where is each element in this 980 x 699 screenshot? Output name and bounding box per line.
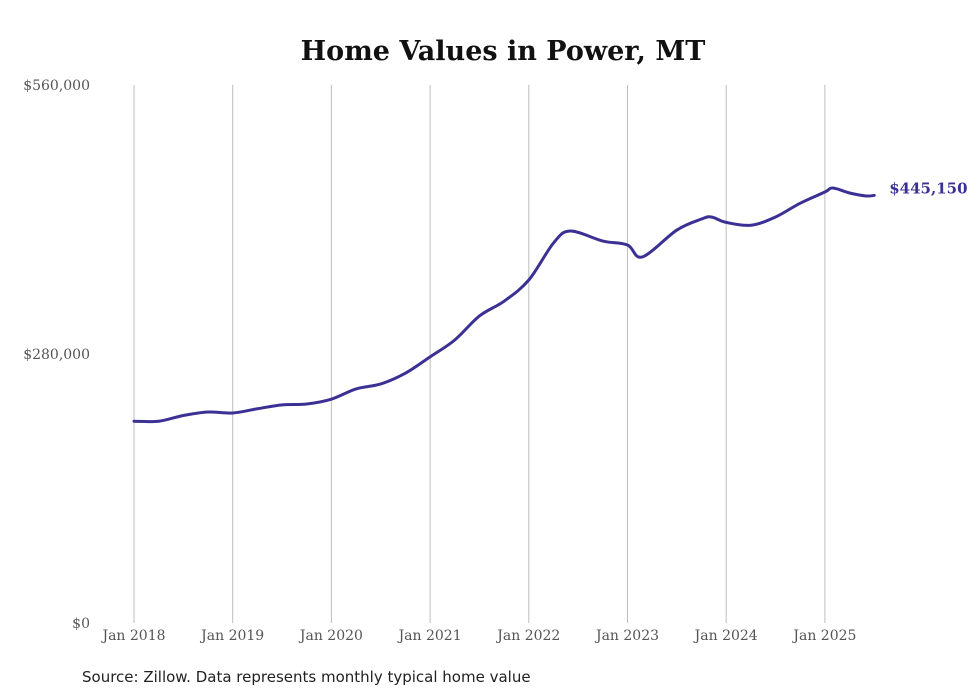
y-axis: $0 $280,000 $560,000 (23, 78, 90, 632)
x-tick-label: Jan 2021 (397, 628, 462, 644)
y-tick-label: $280,000 (23, 347, 90, 363)
x-axis: Jan 2018 Jan 2019 Jan 2020 Jan 2021 Jan 2022… (100, 628, 856, 644)
x-tick-label: Jan 2025 (791, 628, 856, 644)
y-tick-label: $0 (72, 616, 90, 632)
series-line (132, 186, 876, 424)
gridlines (133, 85, 826, 623)
x-tick-label: Jan 2018 (100, 628, 165, 644)
x-tick-label: Jan 2024 (693, 628, 758, 644)
x-tick-label: Jan 2022 (495, 628, 560, 644)
x-tick-label: Jan 2020 (298, 628, 363, 644)
end-value-label: $445,150 (889, 179, 967, 197)
y-tick-label: $560,000 (23, 78, 90, 94)
x-tick-label: Jan 2023 (594, 628, 659, 644)
x-tick-label: Jan 2019 (199, 628, 264, 644)
chart-title: Home Values in Power, MT (301, 36, 706, 67)
source-note: Source: Zillow. Data represents monthly … (82, 668, 531, 686)
series-group (132, 186, 876, 424)
